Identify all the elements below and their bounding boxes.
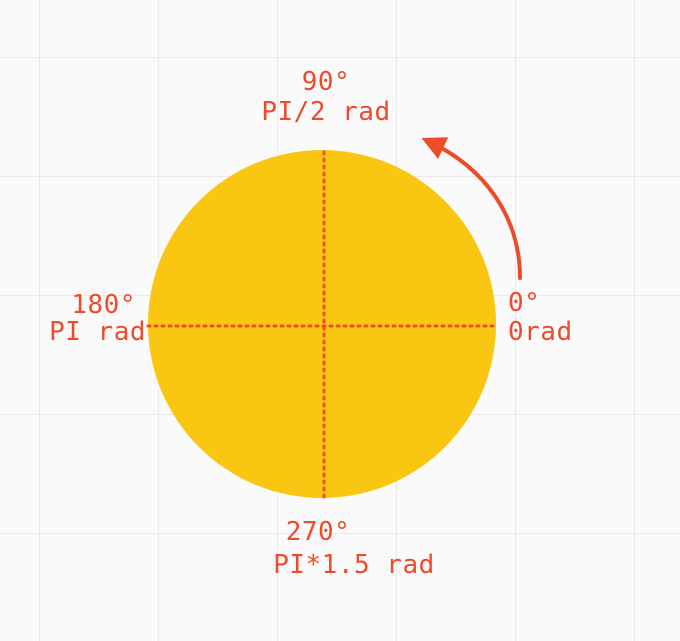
label-top-radians: PI/2 rad — [261, 97, 390, 127]
label-right-radians: 0rad — [508, 317, 573, 347]
label-left-degrees: 180° — [71, 290, 136, 320]
label-top-degrees: 90° — [302, 67, 350, 97]
unit-circle — [148, 150, 496, 498]
label-bottom-degrees: 270° — [286, 517, 351, 547]
label-bottom-radians: PI*1.5 rad — [273, 550, 435, 580]
rotation-arrow — [421, 137, 522, 280]
label-left-radians: PI rad — [49, 317, 146, 347]
label-right-degrees: 0° — [508, 288, 540, 318]
